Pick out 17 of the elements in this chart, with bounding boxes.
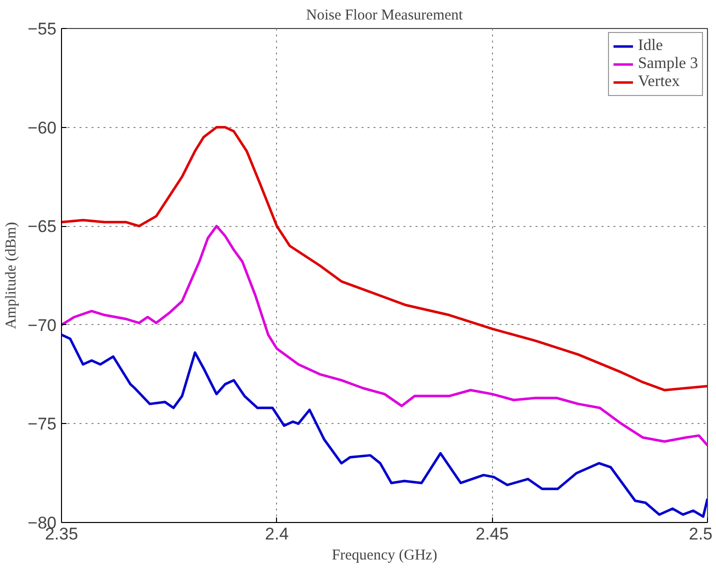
line-series — [62, 126, 708, 392]
legend-label: Sample 3 — [638, 55, 698, 73]
legend-label: Vertex — [638, 73, 680, 91]
chart-title: Noise Floor Measurement — [306, 8, 464, 24]
y-tick-label: −60 — [28, 118, 57, 138]
x-tick-label: 2.45 — [476, 524, 509, 544]
y-tick-label: −65 — [28, 217, 57, 236]
y-tick-label: −75 — [28, 414, 57, 434]
x-tick-label: 2.5 — [688, 524, 713, 544]
x-axis-title: Frequency (GHz) — [332, 548, 438, 564]
y-tick-label: −55 — [28, 20, 57, 38]
y-tick-label: −70 — [28, 316, 57, 335]
line-series — [62, 224, 708, 447]
line-series — [62, 334, 708, 518]
x-tick-label: 2.4 — [265, 524, 289, 544]
y-axis-title: Amplitude (dBm) — [4, 222, 20, 330]
legend-label: Idle — [638, 37, 663, 55]
